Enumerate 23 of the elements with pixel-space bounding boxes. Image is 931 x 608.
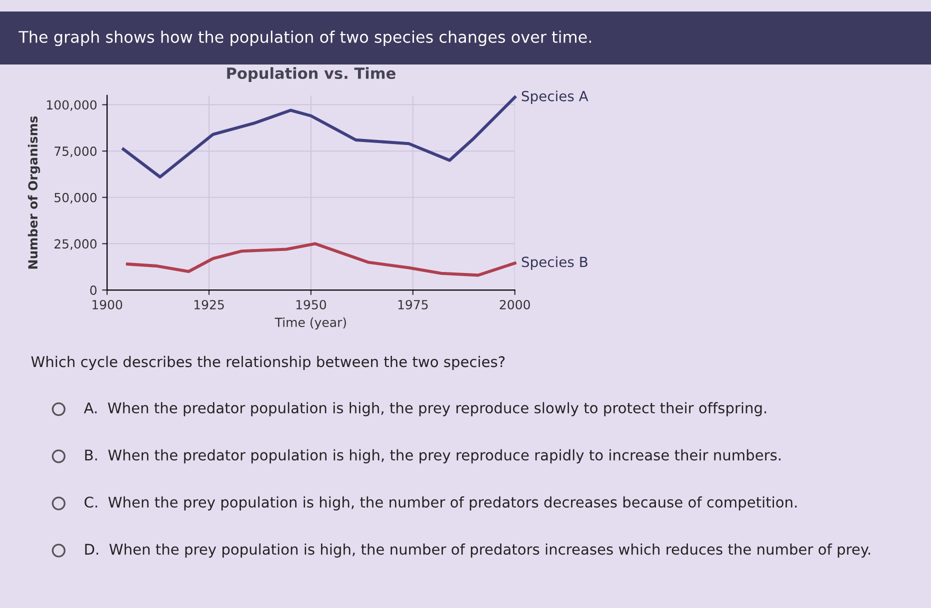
text: Which cycle describes the relationship between the two species? xyxy=(31,356,505,370)
text: The graph shows how the population of two species changes over time. xyxy=(18,30,591,46)
chart-title: Population vs. Time xyxy=(227,67,396,82)
x-axis-title: Time (year) xyxy=(274,317,346,330)
series-label: Species B xyxy=(522,256,588,270)
text: C. When the prey population is high, the number of predators decreases because of competition. xyxy=(84,496,797,510)
text: A. When the predator population is high, the prey reproduce slowly to protect their offspring. xyxy=(84,402,766,416)
x-tick-label: 1975 xyxy=(398,300,428,310)
text: D. When the prey population is high, the number of predators increases which reduces the number of prey. xyxy=(85,543,870,558)
line-series xyxy=(126,242,516,277)
y-tick-label: 100,000 xyxy=(47,100,97,111)
series-label: Species A xyxy=(522,90,588,104)
y-tick-label: 0 xyxy=(90,285,97,295)
y-tick-label: 25,000 xyxy=(54,239,97,250)
y-tick-label: 50,000 xyxy=(54,192,97,204)
x-tick-label: 1950 xyxy=(296,300,326,310)
text: B. When the predator population is high, the prey reproduce rapidly to increase their numbers. xyxy=(85,449,780,464)
line-series xyxy=(122,96,516,179)
y-tick-label: 75,000 xyxy=(54,146,97,158)
x-tick-label: 1925 xyxy=(194,300,224,310)
y-axis-title: Number of Organisms xyxy=(28,116,40,269)
x-tick-label: 2000 xyxy=(500,300,530,310)
x-tick-label: 1900 xyxy=(92,300,122,310)
